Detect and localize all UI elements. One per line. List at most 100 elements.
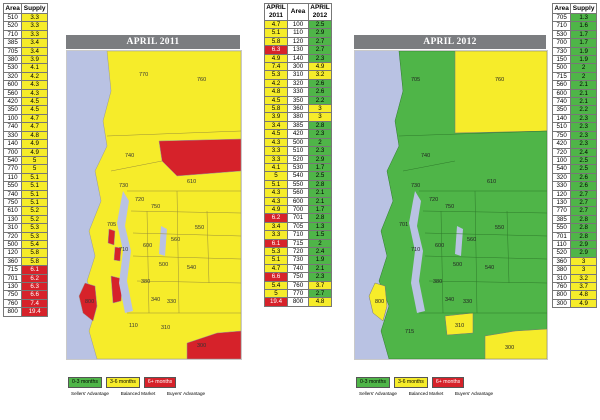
supply-cell: 5.3 [21,231,48,241]
legend-balanced: 3-6 months [105,377,140,388]
table-row: 3.3 520 2.9 [264,154,332,164]
supply-cell: 5.2 [21,206,48,216]
area-cell: 140 [287,53,309,64]
legend-seller: 0-3 months [68,377,102,388]
area-label: 705 [107,222,116,228]
supply-2012-cell: 3 [308,112,332,122]
table-row: 700 1.7 [551,38,597,48]
supply-cell: 3 [570,256,597,267]
area-label: 550 [195,225,204,231]
supply-2011-cell: 5.8 [264,104,288,114]
supply-2011-cell: 5.1 [264,255,288,265]
area-cell: 360 [2,256,23,267]
water-inlet [375,201,387,221]
region-800-red [78,282,98,322]
area-cell: 130 [2,214,23,225]
map-2011-labels: 770 760 740 730 610 720 750 705 710 600 … [85,72,206,349]
legend-2012: 0-3 months 3-6 months 6+ months [356,377,465,388]
supply-2011-cell: 6.1 [264,238,288,248]
area-cell: 540 [2,155,23,166]
region-610-red [158,138,242,177]
supply-2012-cell: 3 [308,104,332,114]
table-row: 3.4 385 2.8 [264,120,332,131]
map-2012-labels: 705 760 740 730 610 720 750 701 710 600 … [375,77,514,351]
area-label: 310 [161,325,170,331]
supply-2012-cell: 2.8 [308,179,332,190]
area-cell: 320 [2,71,23,82]
table-row: 4.9 140 2.3 [264,53,332,64]
supply-cell: 1.6 [570,21,597,31]
area-label: 710 [119,247,128,253]
area-cell: 120 [551,189,572,199]
area-cell: 560 [551,80,572,90]
area-label: 600 [143,243,152,249]
supply-2012-cell: 1.7 [308,204,332,215]
table-row: 150 1.9 [551,55,597,65]
supply-cell: 4.7 [21,122,48,132]
supply-cell: 2.6 [570,172,597,183]
supply-cell: 3.3 [21,12,48,23]
supply-table-right: Area Supply 705 1.3 710 1.6 530 1.7 700 1.7 730 1… [551,3,597,309]
table-row: 6.2 701 2.8 [264,213,332,223]
area-cell: 740 [551,97,572,107]
table-row: 720 5.3 [2,231,48,241]
table-row: 3.3 510 2.3 [264,146,332,156]
region-701-red [107,228,116,246]
area-cell: 770 [287,288,309,299]
supply-2012-cell: 3.7 [308,280,332,291]
supply-cell: 2.7 [570,189,597,199]
table-row: 5 770 2.7 [264,288,332,299]
map-2012-svg: 705 760 740 730 610 720 750 701 710 600 … [355,50,548,360]
supply-cell: 5.8 [21,256,48,267]
supply-2011-cell: 3.3 [264,230,288,240]
lake-washington [455,226,463,256]
col-header-area: Area [287,3,309,21]
area-label: 340 [151,297,160,303]
area-cell: 110 [2,172,23,183]
area-cell: 380 [2,55,23,65]
area-cell: 520 [2,21,23,31]
supply-cell: 4.8 [570,290,597,300]
supply-comparison-table: APRIL 2011 Area APRIL 2012 4.7 100 2.5 5.1 1… [264,3,332,307]
supply-2012-cell: 2.7 [308,36,332,47]
area-cell: 320 [287,78,309,89]
table-row: 701 6.2 [2,273,48,284]
puget-sound [409,191,425,313]
supply-cell: 4.2 [21,71,48,82]
area-cell: 350 [2,105,23,115]
table-row: 4.5 420 2.3 [264,129,332,139]
area-cell: 510 [551,122,572,132]
supply-cell: 4.9 [21,147,48,157]
supply-cell: 4.3 [21,88,48,99]
area-cell: 560 [2,88,23,99]
map-2011-svg: 770 760 740 730 610 720 750 705 710 600 … [67,50,242,360]
supply-cell: 2.7 [570,197,597,208]
area-cell: 100 [551,155,572,166]
area-label: 740 [421,153,430,159]
table-row: 6.1 715 2 [264,238,332,248]
table-row: 530 1.7 [551,29,597,40]
area-cell: 710 [2,29,23,40]
supply-2012-cell: 1.9 [308,255,332,265]
table-row: 550 2.8 [551,223,597,233]
area-cell: 730 [551,46,572,57]
table-row: 4.7 100 2.5 [264,19,332,30]
legend-balanced-sub: Balanced Market [120,391,156,396]
area-cell: 330 [2,130,23,141]
supply-cell: 2.1 [570,88,597,99]
area-cell: 600 [551,88,572,99]
supply-cell: 2.5 [570,164,597,174]
area-cell: 310 [551,273,572,284]
table-row: 5.4 760 3.7 [264,280,332,291]
table-row: 350 2.2 [551,105,597,115]
supply-cell: 2 [570,63,597,73]
area-cell: 360 [287,104,309,114]
area-cell: 320 [551,172,572,183]
supply-2011-cell: 4.7 [264,19,288,30]
supply-2012-cell: 2.8 [308,213,332,223]
table-row: 750 2.3 [551,130,597,141]
supply-2012-cell: 2.5 [308,19,332,30]
area-label: 720 [429,197,438,203]
area-label: 500 [159,262,168,268]
supply-2012-cell: 1.7 [308,162,332,173]
